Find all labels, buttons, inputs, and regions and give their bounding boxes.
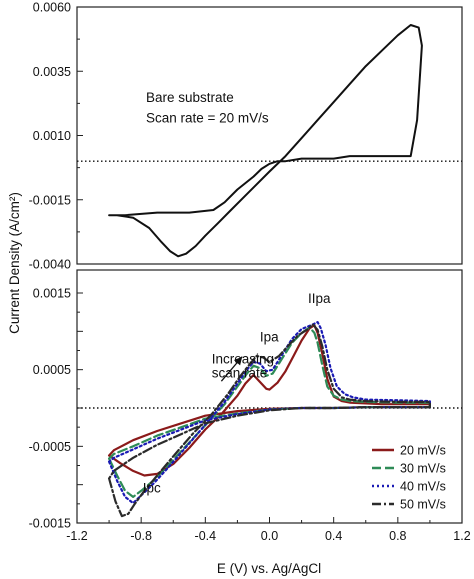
- bottom-legend-label: 30 mV/s: [400, 462, 446, 476]
- top-series-line-1: [108, 24, 423, 258]
- top-y-tick-label: -0.0015: [29, 193, 71, 207]
- top-y-tick-label: 0.0060: [33, 1, 71, 15]
- bottom-annotation-ann-ipa: Ipa: [260, 329, 279, 344]
- top-annotation-ann-top-2: Scan rate = 20 mV/s: [146, 111, 269, 126]
- bottom-panel: -0.0015 -0.0005 0.0005 0.0015 -1.2 -0.8 -0.4 0.…: [29, 269, 471, 543]
- bottom-legend-label: 20 mV/s: [400, 444, 446, 458]
- bottom-increasing-arrow-head: [234, 356, 243, 366]
- bottom-series-line-3: [107, 321, 431, 505]
- top-panel: -0.0040 -0.0015 0.0010 0.0035 0.0060 Bare sub…: [29, 1, 463, 272]
- x-axis-title: E (V) vs. Ag/AgCl: [217, 561, 321, 576]
- bottom-annotation-ann-scanrate: scan rate: [212, 365, 268, 380]
- bottom-y-tick-label: 0.0015: [33, 287, 71, 301]
- bottom-annotation-ann-ipc: Ipc: [143, 480, 161, 495]
- bottom-x-tick-label: 0.4: [325, 529, 342, 543]
- bottom-x-tick-label: 0.8: [389, 529, 406, 543]
- y-axis-title: Current Density (A/cm²): [7, 192, 22, 334]
- bottom-legend-label: 40 mV/s: [400, 480, 446, 494]
- bottom-annotation-ann-iipa: IIpa: [308, 291, 331, 306]
- bottom-x-tick-label: -0.8: [130, 529, 152, 543]
- bottom-x-tick-label: -0.4: [195, 529, 217, 543]
- bottom-x-tick-label: 1.2: [453, 529, 470, 543]
- top-y-tick-label: 0.0010: [33, 129, 71, 143]
- bottom-x-tick-label: -1.2: [66, 529, 88, 543]
- bottom-legend-label: 50 mV/s: [400, 498, 446, 512]
- bottom-series-line-4: [107, 323, 431, 518]
- top-y-tick-label: 0.0035: [33, 65, 71, 79]
- bottom-annotation-ann-increasing: Increasing: [212, 352, 274, 367]
- top-y-tick-label: -0.0040: [29, 258, 71, 272]
- bottom-x-tick-label: 0.0: [261, 529, 278, 543]
- top-annotation-ann-top-1: Bare substrate: [146, 90, 234, 105]
- bottom-y-tick-label: -0.0005: [29, 440, 71, 454]
- bottom-y-tick-label: -0.0015: [29, 517, 71, 531]
- bottom-y-tick-label: 0.0005: [33, 363, 71, 377]
